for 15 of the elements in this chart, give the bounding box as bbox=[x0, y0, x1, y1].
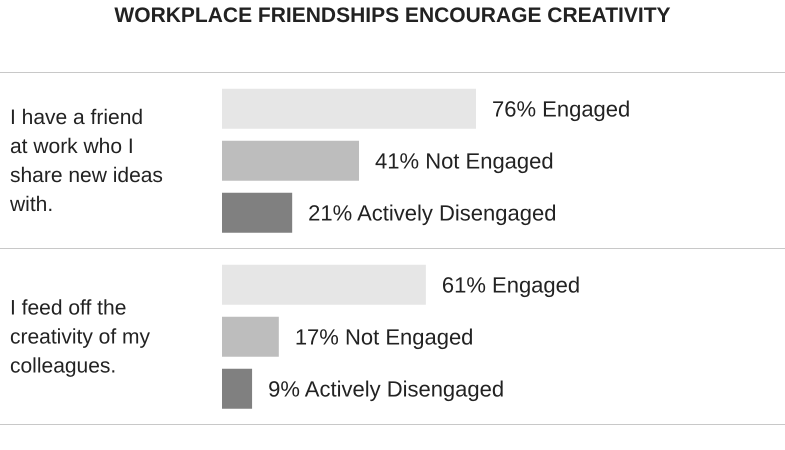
chart-title: WORKPLACE FRIENDSHIPS ENCOURAGE CREATIVITY bbox=[113, 4, 672, 28]
text: Not Engaged bbox=[425, 148, 554, 174]
data-label: 76% bbox=[492, 96, 536, 122]
data-label: 61% bbox=[442, 272, 486, 298]
text: Engaged bbox=[542, 96, 630, 122]
data-label: 17% bbox=[294, 324, 339, 350]
data-label: 9% bbox=[268, 376, 300, 402]
text: Engaged bbox=[492, 272, 580, 298]
text: Actively Disengaged bbox=[357, 200, 556, 226]
text: Not Engaged bbox=[344, 324, 474, 350]
data-label: 41% bbox=[375, 148, 420, 174]
text: Actively Disengaged bbox=[304, 376, 504, 402]
y-tick-label: I have a friend at work who I share new ideas with. bbox=[9, 106, 163, 216]
y-tick-label: I feed off the creativity of my colleagues. bbox=[10, 296, 151, 377]
data-label: 21% bbox=[308, 200, 352, 226]
